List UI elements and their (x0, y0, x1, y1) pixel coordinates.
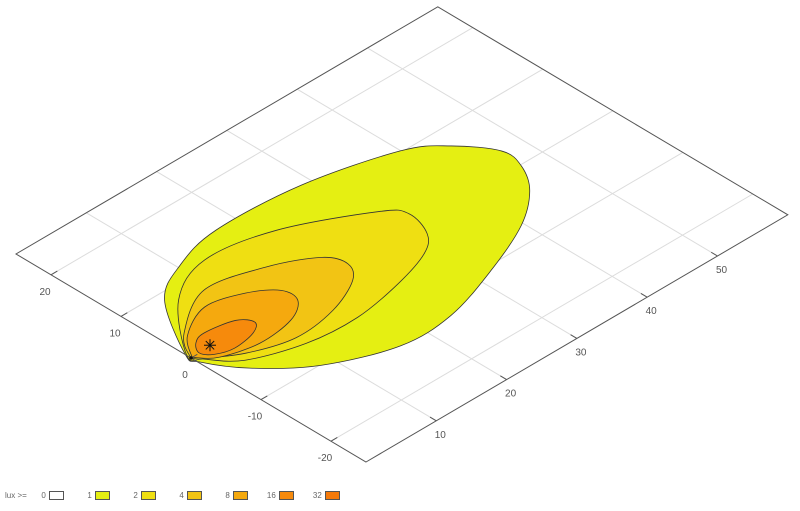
legend-label: 8 (225, 491, 230, 500)
legend-label: 2 (133, 491, 138, 500)
legend-item-0: 0 (36, 491, 64, 500)
legend-item-8: 8 (202, 491, 248, 500)
x-tick-label: 10 (435, 430, 447, 441)
y-tick-label: 0 (182, 370, 188, 381)
legend-item-1: 1 (64, 491, 110, 500)
y-tick-label: -20 (318, 453, 333, 464)
legend-swatch (186, 491, 202, 500)
x-tick-label: 40 (646, 306, 658, 317)
asterisk-stroke (205, 340, 215, 350)
maximum-asterisk-icon (203, 339, 216, 352)
x-tick-label: 30 (575, 347, 587, 358)
grid-line-y (50, 27, 474, 276)
legend-item-2: 2 (110, 491, 156, 500)
x-tick (640, 293, 648, 298)
legend-item-16: 16 (248, 491, 294, 500)
y-tick (260, 395, 268, 401)
legend-item-32: 32 (294, 491, 340, 500)
legend-swatch (48, 491, 64, 500)
legend-title: lux >= (5, 491, 27, 500)
y-tick (330, 437, 338, 442)
legend-label: 0 (41, 491, 46, 500)
legend-label: 32 (312, 491, 322, 500)
legend-swatch (324, 491, 340, 500)
y-tick-label: 20 (39, 287, 51, 298)
x-tick (570, 334, 578, 339)
legend: lux >= 0 1 2 4 8 16 32 (5, 491, 340, 500)
legend-swatch (232, 491, 248, 500)
legend-item-4: 4 (156, 491, 202, 500)
y-tick (50, 270, 58, 276)
legend-label: 16 (266, 491, 276, 500)
x-tick-label: 20 (505, 389, 517, 400)
y-tick-label: -10 (248, 412, 263, 423)
grid-line-y (330, 193, 754, 442)
x-tick (710, 251, 718, 257)
legend-swatch (278, 491, 294, 500)
y-tick-label: 10 (109, 328, 121, 339)
luminaire-point (189, 356, 193, 360)
x-tick-label: 50 (716, 265, 728, 276)
y-tick (120, 312, 128, 317)
legend-swatch (94, 491, 110, 500)
x-tick (500, 375, 507, 381)
legend-label: 4 (179, 491, 184, 500)
x-tick (429, 416, 437, 422)
legend-swatch (140, 491, 156, 500)
legend-label: 1 (87, 491, 92, 500)
